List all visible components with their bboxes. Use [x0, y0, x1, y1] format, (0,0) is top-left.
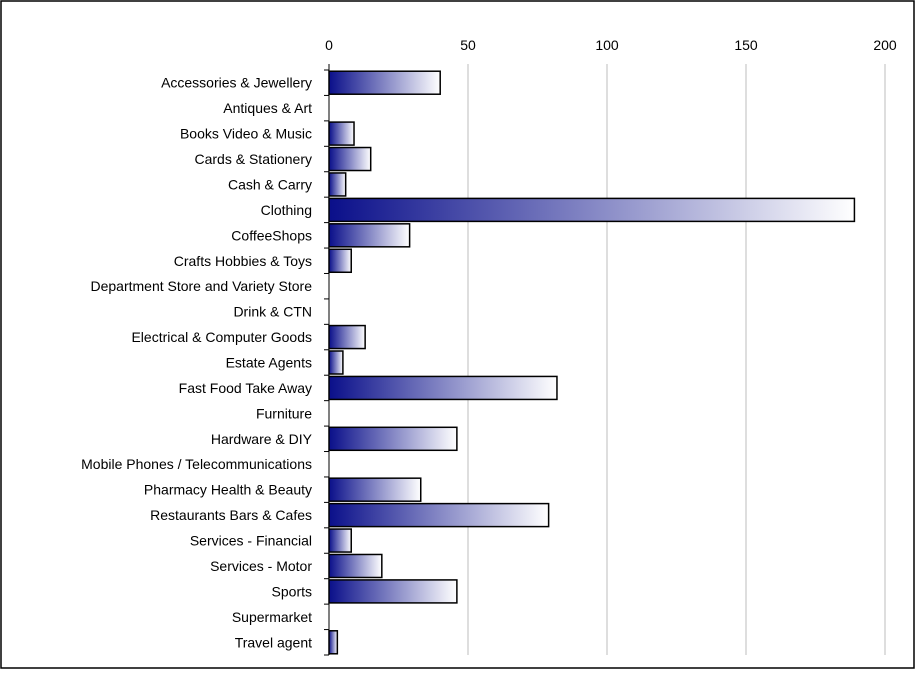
- bar: [328, 146, 372, 172]
- bar: [328, 350, 344, 375]
- bar: [328, 197, 856, 223]
- category-label: Department Store and Variety Store: [90, 278, 312, 294]
- bar: [328, 172, 347, 197]
- category-label: Pharmacy Health & Beauty: [144, 482, 312, 498]
- category-label: Restaurants Bars & Cafes: [150, 507, 312, 523]
- grid-lines: [467, 64, 886, 655]
- category-label: Antiques & Art: [223, 100, 312, 116]
- category-label: Mobile Phones / Telecommunications: [81, 456, 312, 472]
- category-labels: Accessories & Jewellery Antiques & Art Boo…: [81, 69, 329, 656]
- bar: [328, 477, 422, 502]
- category-label: Furniture: [256, 405, 312, 421]
- x-tick-label: 100: [595, 37, 619, 53]
- bar: [328, 630, 339, 655]
- category-label: Travel agent: [235, 634, 312, 650]
- bar: [328, 324, 366, 350]
- category-label: Drink & CTN: [233, 304, 312, 320]
- bar: [328, 502, 550, 528]
- category-label: Supermarket: [232, 609, 312, 625]
- category-label: Sports: [272, 583, 312, 599]
- category-label: Cards & Stationery: [195, 151, 313, 167]
- bar: [328, 223, 411, 248]
- x-tick-label: 0: [325, 37, 333, 53]
- category-label: Estate Agents: [226, 355, 312, 371]
- bar: [328, 553, 383, 579]
- x-tick-label: 200: [873, 37, 897, 53]
- category-label: Books Video & Music: [180, 126, 312, 142]
- category-label: Hardware & DIY: [211, 431, 313, 447]
- category-label: CoffeeShops: [231, 227, 312, 243]
- bar: [328, 528, 352, 553]
- category-label: Services - Motor: [210, 558, 312, 574]
- category-label: Services - Financial: [190, 533, 312, 549]
- category-label: Electrical & Computer Goods: [131, 329, 312, 345]
- category-label: Clothing: [261, 202, 312, 218]
- bar: [328, 426, 458, 452]
- x-tick-label: 150: [734, 37, 758, 53]
- x-tick-label: 50: [460, 37, 476, 53]
- x-tick-labels: 0 50 100 150 200: [325, 37, 897, 53]
- category-label: Accessories & Jewellery: [161, 75, 312, 91]
- bar: [328, 248, 352, 274]
- bar: [328, 579, 458, 604]
- bar: [328, 375, 558, 401]
- category-label: Fast Food Take Away: [179, 380, 312, 396]
- bar: [328, 70, 441, 95]
- category-label: Cash & Carry: [228, 176, 312, 192]
- category-label: Crafts Hobbies & Toys: [174, 253, 312, 269]
- bars: [328, 70, 856, 655]
- bar: [328, 121, 355, 146]
